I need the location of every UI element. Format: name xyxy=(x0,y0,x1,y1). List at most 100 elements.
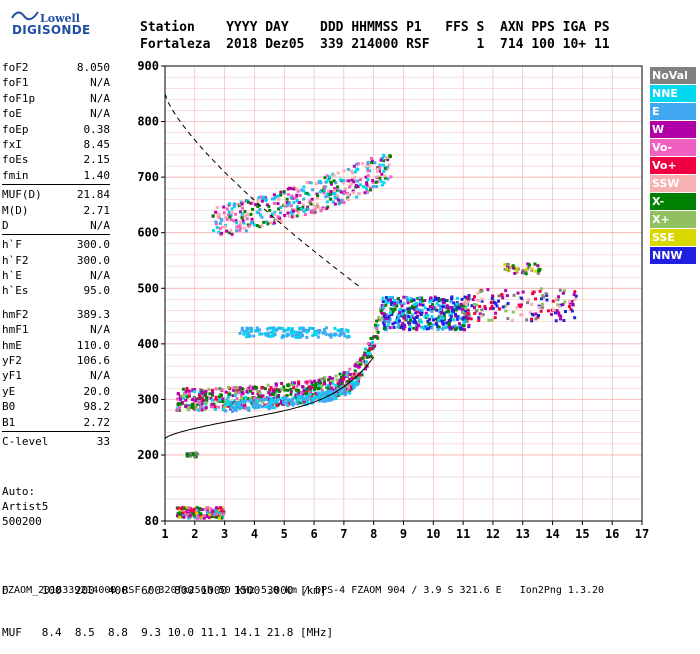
echo-point xyxy=(229,218,233,222)
echo-point xyxy=(558,288,562,292)
echo-point xyxy=(545,298,549,302)
x-tick-label: 6 xyxy=(310,527,317,541)
echo-point xyxy=(353,176,357,180)
echo-point xyxy=(283,203,287,207)
echo-point xyxy=(260,405,264,409)
echo-point xyxy=(290,400,294,404)
echo-point xyxy=(193,388,197,392)
muf-value-row: MUF 8.4 8.5 8.8 9.3 10.0 11.1 14.1 21.8 … xyxy=(2,626,334,639)
param-value: 2.72 xyxy=(83,415,111,429)
echo-point xyxy=(414,304,418,308)
echo-point xyxy=(426,319,430,323)
echo-point xyxy=(186,453,190,457)
echo-point xyxy=(512,293,516,297)
echo-point xyxy=(239,220,243,224)
echo-point xyxy=(336,388,340,392)
echo-point xyxy=(192,399,196,403)
echo-point xyxy=(267,401,271,405)
echo-point xyxy=(220,506,224,510)
echo-point xyxy=(182,506,186,510)
echo-point xyxy=(184,404,188,408)
echo-point xyxy=(266,327,270,331)
echo-point xyxy=(341,200,345,204)
echo-point xyxy=(348,367,352,371)
echo-point xyxy=(412,298,416,302)
echo-point xyxy=(450,295,454,299)
echo-point xyxy=(242,332,246,336)
echo-point xyxy=(240,396,244,400)
echo-point xyxy=(282,385,286,389)
echo-point xyxy=(439,305,443,309)
echo-point xyxy=(520,296,524,300)
echo-point xyxy=(276,194,280,198)
echo-point xyxy=(310,385,314,389)
echo-point xyxy=(375,326,379,330)
echo-point xyxy=(273,221,277,225)
echo-point xyxy=(327,396,331,400)
echo-point xyxy=(480,289,484,293)
echo-point xyxy=(268,393,272,397)
echo-point xyxy=(337,198,341,202)
echo-point xyxy=(238,386,242,390)
param-row: yE 20.0 xyxy=(2,384,110,399)
echo-point xyxy=(536,271,540,275)
legend-item-x-: X- xyxy=(650,193,696,210)
legend-item-vo-: Vo+ xyxy=(650,157,696,174)
echo-point xyxy=(305,330,309,334)
echo-point xyxy=(358,358,362,362)
echo-point xyxy=(185,510,189,514)
echo-point xyxy=(416,297,420,301)
echo-point xyxy=(332,179,336,183)
echo-point xyxy=(388,311,392,315)
echo-point xyxy=(472,306,476,310)
echo-point xyxy=(214,395,218,399)
echo-point xyxy=(330,394,334,398)
logo-digisonde: DIGISONDE xyxy=(12,23,91,37)
echo-point xyxy=(398,307,402,311)
echo-point xyxy=(192,509,196,513)
echo-point xyxy=(190,405,194,409)
echo-point xyxy=(286,388,290,392)
echo-point xyxy=(403,308,407,312)
echo-point xyxy=(434,322,438,326)
echo-point xyxy=(210,388,214,392)
echo-point xyxy=(402,316,406,320)
echo-point xyxy=(475,303,479,307)
echo-point xyxy=(242,221,246,225)
echo-point xyxy=(301,329,305,333)
echo-point xyxy=(364,165,368,169)
echo-point xyxy=(436,324,440,328)
echo-point xyxy=(298,335,302,339)
echo-point xyxy=(387,320,391,324)
echo-point xyxy=(243,214,247,218)
echo-point xyxy=(185,508,189,512)
echo-point xyxy=(310,380,314,384)
echo-point xyxy=(250,401,254,405)
echo-point xyxy=(532,290,536,294)
echo-point xyxy=(284,397,288,401)
echo-point xyxy=(305,391,309,395)
echo-point xyxy=(200,402,204,406)
echo-point xyxy=(331,388,335,392)
echo-point xyxy=(268,208,272,212)
echo-point xyxy=(198,404,202,408)
file-info-footer: FZAOM_2018339214000.RSF / 320fx256h 50 k… xyxy=(2,585,605,596)
echo-point xyxy=(369,355,373,359)
echo-point xyxy=(267,204,271,208)
echo-point xyxy=(184,398,188,402)
echo-point xyxy=(349,385,353,389)
echo-point xyxy=(390,300,394,304)
echo-point xyxy=(228,400,232,404)
echo-point xyxy=(302,389,306,393)
echo-point xyxy=(243,329,247,333)
echo-point xyxy=(194,455,198,459)
echo-point xyxy=(344,390,348,394)
echo-point xyxy=(413,307,417,311)
echo-point xyxy=(262,195,266,199)
echo-point xyxy=(460,297,464,301)
echo-point xyxy=(497,294,501,298)
echo-point xyxy=(331,377,335,381)
echo-point xyxy=(264,405,268,409)
echo-point xyxy=(345,371,349,375)
echo-point xyxy=(305,181,309,185)
